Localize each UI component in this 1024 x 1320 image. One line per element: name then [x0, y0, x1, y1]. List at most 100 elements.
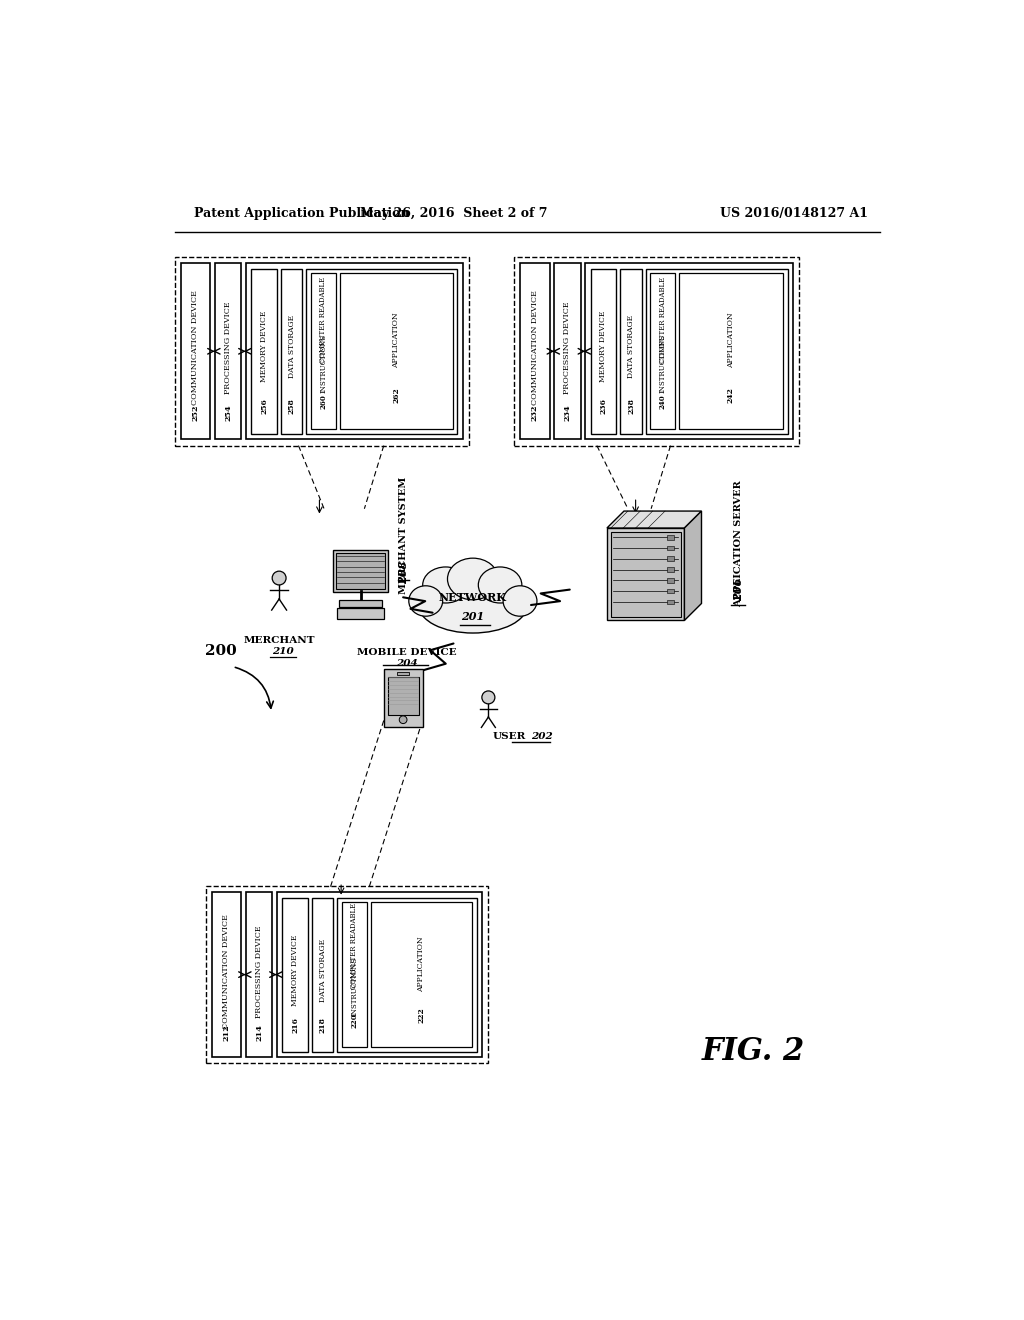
Text: APPLICATION SERVER: APPLICATION SERVER [734, 480, 743, 607]
Bar [668, 589, 674, 594]
Text: PROCESSING DEVICE: PROCESSING DEVICE [224, 301, 232, 395]
Text: USER: USER [493, 733, 525, 741]
Bar [334, 549, 388, 591]
Bar [251, 268, 276, 434]
Bar [174, 257, 469, 446]
Bar [668, 599, 674, 605]
Text: APPLICATION: APPLICATION [392, 313, 400, 368]
Text: COMMUNICATION DEVICE: COMMUNICATION DEVICE [191, 290, 200, 405]
Bar [591, 268, 616, 434]
Bar [306, 268, 458, 434]
Text: COMMUNICATION DEVICE: COMMUNICATION DEVICE [530, 290, 539, 405]
Bar [206, 886, 488, 1063]
Text: 222: 222 [418, 1007, 425, 1023]
Text: DATA STORAGE: DATA STORAGE [627, 314, 635, 378]
Text: MERCHANT: MERCHANT [244, 636, 314, 644]
Bar [554, 263, 581, 440]
Bar [339, 601, 382, 607]
Text: INSTRUCTIONS: INSTRUCTIONS [350, 957, 358, 1016]
Bar [337, 898, 477, 1052]
Ellipse shape [503, 586, 537, 616]
Polygon shape [684, 511, 701, 620]
Text: 208: 208 [398, 561, 410, 585]
Text: APPLICATION: APPLICATION [418, 937, 425, 993]
Text: DATA STORAGE: DATA STORAGE [288, 314, 296, 378]
Bar [311, 273, 336, 429]
Text: 220: 220 [350, 1014, 358, 1028]
Bar [340, 273, 453, 429]
Text: INSTRUCTIONS: INSTRUCTIONS [658, 334, 667, 393]
Ellipse shape [478, 568, 522, 603]
Text: MERCHANT SYSTEM: MERCHANT SYSTEM [399, 477, 409, 594]
Ellipse shape [447, 558, 499, 599]
Text: APPLICATION: APPLICATION [727, 313, 735, 368]
Text: 262: 262 [392, 387, 400, 403]
Text: 256: 256 [260, 399, 268, 413]
Text: COMPUTER READABLE: COMPUTER READABLE [319, 277, 328, 363]
Bar [311, 898, 334, 1052]
Text: NETWORK: NETWORK [439, 591, 507, 603]
Bar [668, 557, 674, 561]
Bar [668, 568, 674, 572]
Text: 218: 218 [318, 1018, 327, 1034]
Text: 240: 240 [658, 393, 667, 409]
Text: COMPUTER READABLE: COMPUTER READABLE [658, 277, 667, 363]
Bar [514, 257, 799, 446]
Circle shape [399, 715, 407, 723]
Text: 236: 236 [599, 397, 607, 414]
Bar [180, 263, 210, 440]
Text: 216: 216 [291, 1018, 299, 1034]
Bar [668, 545, 674, 550]
Text: 214: 214 [255, 1024, 263, 1040]
Text: MEMORY DEVICE: MEMORY DEVICE [599, 310, 607, 381]
Bar [337, 553, 385, 589]
Bar [388, 677, 419, 715]
Bar [246, 892, 272, 1057]
Circle shape [482, 690, 495, 704]
Bar [650, 273, 675, 429]
Bar [283, 898, 308, 1052]
FancyArrowPatch shape [236, 668, 273, 709]
Text: DATA STORAGE: DATA STORAGE [318, 939, 327, 1002]
Bar [621, 268, 642, 434]
Text: 202: 202 [531, 733, 553, 741]
Text: INSTRUCTIONS: INSTRUCTIONS [319, 334, 328, 393]
Text: 242: 242 [727, 387, 735, 403]
Bar [281, 268, 302, 434]
Bar [586, 263, 793, 440]
Bar [371, 903, 472, 1047]
Bar [607, 528, 684, 620]
Ellipse shape [419, 577, 527, 634]
Bar [384, 669, 423, 726]
Text: 232: 232 [530, 405, 539, 421]
Text: 210: 210 [272, 647, 294, 656]
Text: Patent Application Publication: Patent Application Publication [194, 207, 410, 220]
Text: 212: 212 [222, 1024, 230, 1040]
Bar [397, 672, 410, 675]
Circle shape [272, 572, 286, 585]
Text: 252: 252 [191, 405, 200, 421]
Bar [668, 578, 674, 582]
Text: US 2016/0148127 A1: US 2016/0148127 A1 [720, 207, 868, 220]
Text: COMPUTER READABLE: COMPUTER READABLE [350, 903, 358, 989]
Bar [276, 892, 482, 1057]
Bar [212, 892, 241, 1057]
Text: MEMORY DEVICE: MEMORY DEVICE [291, 935, 299, 1006]
Text: PROCESSING DEVICE: PROCESSING DEVICE [255, 925, 263, 1018]
Text: 204: 204 [396, 659, 418, 668]
Text: MOBILE DEVICE: MOBILE DEVICE [357, 648, 457, 657]
Text: 201: 201 [461, 611, 484, 622]
Bar [611, 532, 681, 616]
Text: 254: 254 [224, 405, 232, 421]
Ellipse shape [409, 586, 442, 616]
Text: 238: 238 [627, 397, 635, 414]
Text: 258: 258 [288, 399, 296, 413]
Ellipse shape [423, 568, 469, 603]
Text: 260: 260 [319, 393, 328, 409]
Text: MEMORY DEVICE: MEMORY DEVICE [260, 310, 268, 381]
Text: 234: 234 [563, 405, 571, 421]
Bar [520, 263, 550, 440]
Text: 200: 200 [205, 644, 237, 659]
Bar [342, 903, 367, 1047]
Bar [337, 609, 384, 619]
